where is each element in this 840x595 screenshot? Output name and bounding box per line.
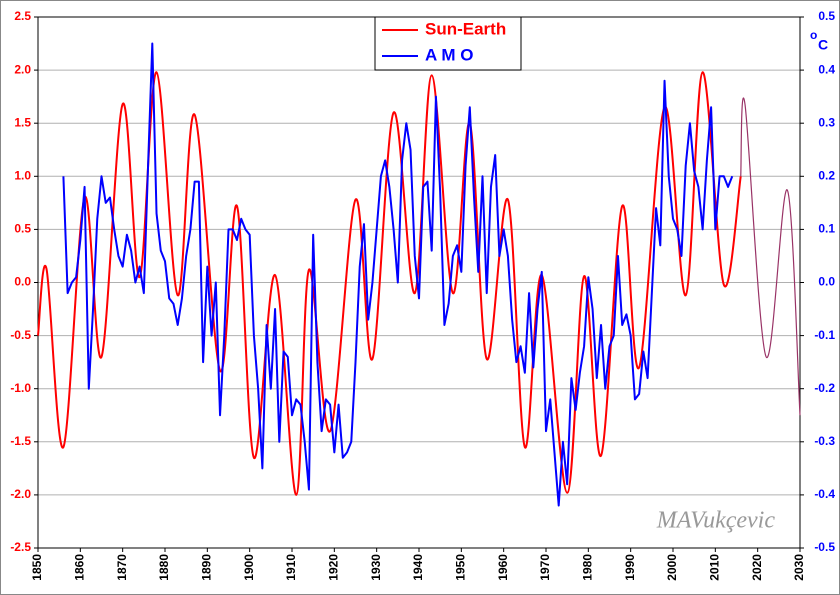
x-tick-label: 1960 <box>496 554 510 581</box>
x-tick-label: 1930 <box>369 554 383 581</box>
y2-tick-label: 0.3 <box>818 115 835 129</box>
y-tick-label: -1.0 <box>10 381 31 395</box>
y-tick-label: -0.5 <box>10 328 31 342</box>
x-tick-label: 2000 <box>665 554 679 581</box>
y-tick-label: 1.0 <box>14 168 31 182</box>
y2-unit: C <box>818 37 828 53</box>
x-tick-label: 1920 <box>327 554 341 581</box>
x-tick-label: 1890 <box>200 554 214 581</box>
x-tick-label: 1990 <box>623 554 637 581</box>
y2-tick-label: -0.5 <box>814 540 835 554</box>
y2-unit-sup: o <box>810 28 817 42</box>
y2-tick-label: -0.3 <box>814 434 835 448</box>
y2-tick-label: -0.1 <box>814 328 835 342</box>
legend-label: Sun-Earth <box>425 19 506 38</box>
legend-box <box>374 16 522 71</box>
y2-tick-label: 0.0 <box>818 275 835 289</box>
series-line <box>740 97 801 416</box>
signature: MAVukçevic <box>656 508 776 534</box>
y-tick-label: 0.0 <box>14 275 31 289</box>
y-tick-label: -2.0 <box>10 487 31 501</box>
x-tick-label: 1870 <box>115 554 129 581</box>
y2-tick-label: 0.2 <box>818 168 835 182</box>
y-tick-label: 1.5 <box>14 115 31 129</box>
x-tick-label: 2030 <box>792 554 806 581</box>
x-tick-label: 1900 <box>242 554 256 581</box>
y-tick-label: 2.0 <box>14 62 31 76</box>
x-tick-label: 2010 <box>708 554 722 581</box>
x-tick-label: 1950 <box>454 554 468 581</box>
series-line <box>62 42 734 507</box>
y2-tick-label: 0.4 <box>818 62 835 76</box>
y2-tick-label: 0.1 <box>818 222 835 236</box>
y2-tick-label: -0.2 <box>814 381 835 395</box>
y-tick-label: -1.5 <box>10 434 31 448</box>
y-tick-label: 2.5 <box>14 9 31 23</box>
x-tick-label: 1910 <box>284 554 298 581</box>
y-tick-label: -2.5 <box>10 540 31 554</box>
y2-tick-label: -0.4 <box>814 487 835 501</box>
legend-label: A M O <box>425 45 473 64</box>
y2-tick-label: 0.5 <box>818 9 835 23</box>
y-tick-label: 0.5 <box>14 222 31 236</box>
x-tick-label: 1850 <box>30 554 44 581</box>
x-tick-label: 1860 <box>73 554 87 581</box>
x-tick-label: 1940 <box>411 554 425 581</box>
x-tick-label: 1970 <box>538 554 552 581</box>
x-tick-label: 1880 <box>157 554 171 581</box>
x-tick-label: 2020 <box>750 554 764 581</box>
x-tick-label: 1980 <box>581 554 595 581</box>
